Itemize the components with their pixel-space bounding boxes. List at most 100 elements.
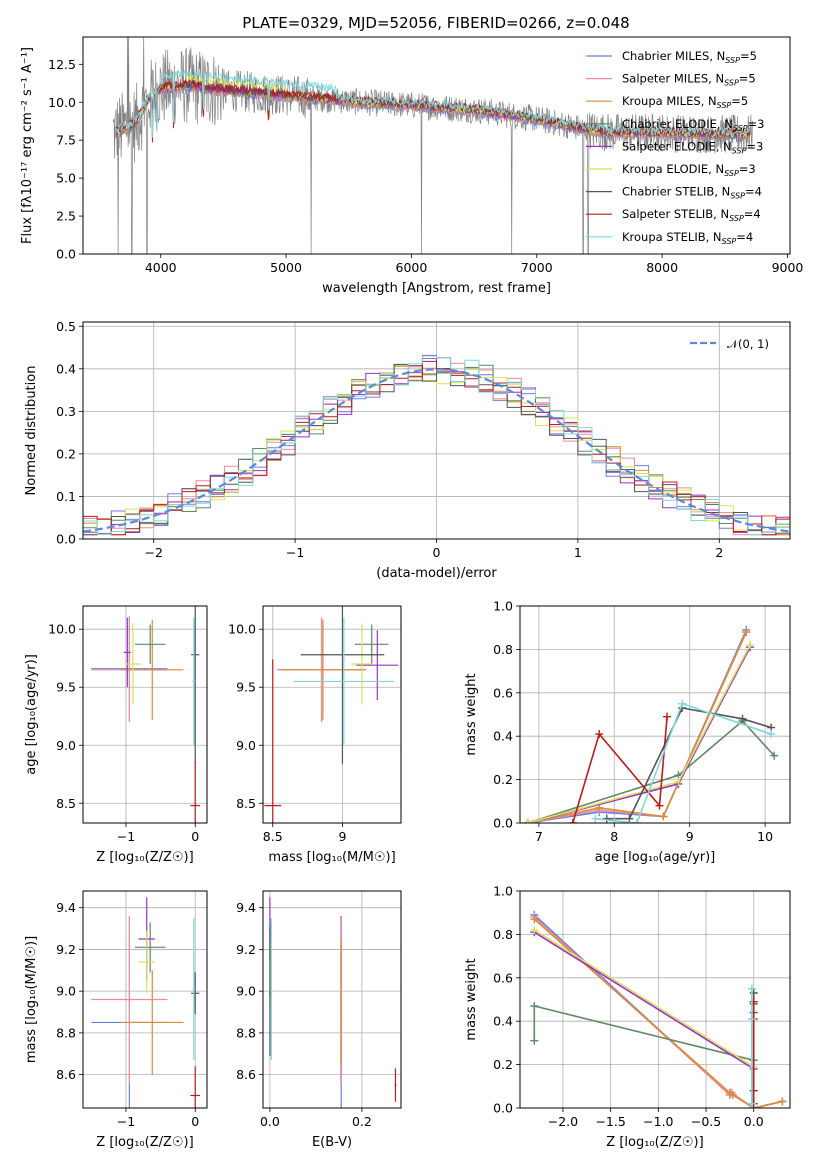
y-tick-label: 0.6 [493, 685, 513, 700]
plus-marker [530, 1036, 539, 1045]
y-tick-label: 9.5 [56, 680, 76, 695]
panel-residual-histogram: −2 −1 0 1 2 0.0 0.1 0.2 0.3 0.4 0.5 (data-model)/er… [24, 319, 791, 581]
legend-label: Kroupa MILES, NSSP=5 [622, 94, 748, 110]
x-tick-label: 0.2 [352, 1114, 372, 1129]
legend-label: Chabrier ELODIE, NSSP=3 [622, 117, 764, 133]
plot-area [83, 322, 790, 539]
y-tick-label: 8.8 [236, 1025, 256, 1040]
plus-marker [591, 814, 600, 823]
plus-marker [749, 1104, 758, 1108]
plot-area [520, 606, 790, 823]
x-tick-label: 2 [715, 545, 723, 560]
plus-marker [595, 730, 604, 739]
y-tick-label: 9.4 [56, 900, 76, 915]
y-tick-label: 0.8 [493, 642, 513, 657]
axes-frame [82, 36, 791, 255]
y-tick-label: 2.5 [56, 209, 76, 224]
plus-marker [746, 641, 755, 650]
y-tick-label: 0.4 [56, 361, 76, 376]
normal-reference-curve [83, 368, 790, 533]
y-tick-label: 10.0 [48, 95, 76, 110]
y-tick-label: 8.5 [56, 796, 76, 811]
x-tick-label: 6000 [396, 260, 428, 275]
weight-line [572, 716, 668, 823]
y-tick-label: 7.5 [56, 133, 76, 148]
panel-massweight-vs-age: 7 8 9 10 0.0 0.2 0.4 0.6 0.8 1.0 age [log₁₀(age/yr… [464, 599, 791, 865]
legend-label: Salpeter ELODIE, NSSP=3 [622, 139, 763, 155]
y-axis-label: age [log₁₀(age/yr)] [24, 654, 39, 775]
y-axis-label: mass weight [464, 673, 479, 755]
weight-line [527, 719, 775, 823]
y-tick-label: 0.2 [56, 446, 76, 461]
y-tick-label: 0.0 [56, 247, 76, 262]
plus-marker [738, 714, 747, 723]
y-axis-label: Flux [fλ10⁻¹⁷ erg cm⁻² s⁻¹ A⁻¹] [20, 47, 35, 244]
x-tick-label: −2 [144, 545, 162, 560]
plus-marker [663, 712, 672, 721]
x-axis-label: Z [log₁₀(Z/Z☉)] [606, 1135, 703, 1150]
axes-frame [82, 321, 791, 540]
y-tick-label: 9.2 [236, 942, 256, 957]
x-tick-label: −1 [117, 1114, 135, 1129]
x-tick-label: 4000 [145, 260, 177, 275]
y-tick-label: 9.0 [236, 984, 256, 999]
x-tick-label: 0 [433, 545, 441, 560]
panel-mass-vs-Z: −1 0 8.6 8.8 9.0 9.2 9.4 Z [log₁₀(Z/Z☉)] mass [l… [24, 890, 208, 1150]
plus-marker [770, 751, 779, 760]
y-tick-label: 9.2 [56, 942, 76, 957]
x-axis-label: Z [log₁₀(Z/Z☉)] [96, 1135, 193, 1150]
x-tick-label: 5000 [270, 260, 302, 275]
x-tick-label: 1 [574, 545, 582, 560]
y-tick-label: 0.3 [56, 404, 76, 419]
plus-marker [659, 812, 668, 821]
x-tick-label: −0.5 [691, 1114, 721, 1129]
panel-mass-vs-EBV: 0.0 0.2 8.6 8.8 9.0 9.2 9.4 E(B-V) [236, 890, 402, 1150]
y-tick-label: 9.0 [56, 984, 76, 999]
plot-area [83, 891, 207, 1108]
plot-area [112, 37, 753, 254]
y-tick-label: 0.4 [493, 1014, 513, 1029]
plot-area [263, 891, 401, 1108]
axes-frame [262, 605, 402, 824]
x-tick-label: 0.0 [744, 1114, 764, 1129]
panel-massweight-vs-Z: −2.0 −1.5 −1.0 −0.5 0.0 0.0 0.2 0.4 0.6 0.8 1.0 Z [… [464, 884, 791, 1150]
axes-frame [519, 605, 791, 824]
axes-frame [262, 890, 402, 1109]
axes-frame [82, 890, 208, 1109]
y-tick-label: 0.6 [493, 970, 513, 985]
axes-frame [82, 605, 208, 824]
x-tick-label: 0 [191, 1114, 199, 1129]
x-tick-label: 7 [535, 829, 543, 844]
plus-marker [530, 926, 539, 935]
legend-label: Chabrier MILES, NSSP=5 [622, 49, 757, 65]
legend-label: Kroupa ELODIE, NSSP=3 [622, 162, 756, 178]
x-tick-label: 0.0 [260, 1114, 280, 1129]
legend-label: 𝒩(0, 1) [727, 337, 769, 351]
x-tick-label: 8.5 [263, 829, 283, 844]
plus-marker [674, 777, 683, 786]
y-axis-label: mass weight [464, 958, 479, 1040]
y-tick-label: 8.6 [236, 1067, 256, 1082]
legend-label: Salpeter MILES, NSSP=5 [622, 72, 756, 88]
x-axis-label: Z [log₁₀(Z/Z☉)] [96, 850, 193, 865]
y-tick-label: 1.0 [493, 599, 513, 614]
panel-age-vs-mass: 8.5 9 8.5 9.0 9.5 10.0 mass [log₁₀(M/M☉)] [228, 605, 402, 865]
x-axis-label: wavelength [Angstrom, rest frame] [322, 281, 551, 296]
y-tick-label: 0.5 [56, 319, 76, 334]
y-tick-label: 9.5 [236, 680, 256, 695]
x-tick-label: 8000 [646, 260, 678, 275]
plus-marker [747, 984, 756, 993]
x-tick-label: 7000 [521, 260, 553, 275]
x-tick-label: −1.5 [595, 1114, 625, 1129]
x-tick-label: −1 [117, 829, 135, 844]
legend-label: Chabrier STELIB, NSSP=4 [622, 185, 762, 201]
plus-marker [728, 1090, 737, 1099]
plus-marker [568, 819, 577, 823]
x-axis-label: E(B-V) [312, 1135, 352, 1150]
x-axis-label: age [log₁₀(age/yr)] [595, 850, 716, 865]
plus-marker [602, 814, 611, 823]
y-tick-label: 10.0 [48, 622, 76, 637]
y-tick-label: 0.1 [56, 489, 76, 504]
y-axis-label: Normed distribution [24, 366, 39, 496]
